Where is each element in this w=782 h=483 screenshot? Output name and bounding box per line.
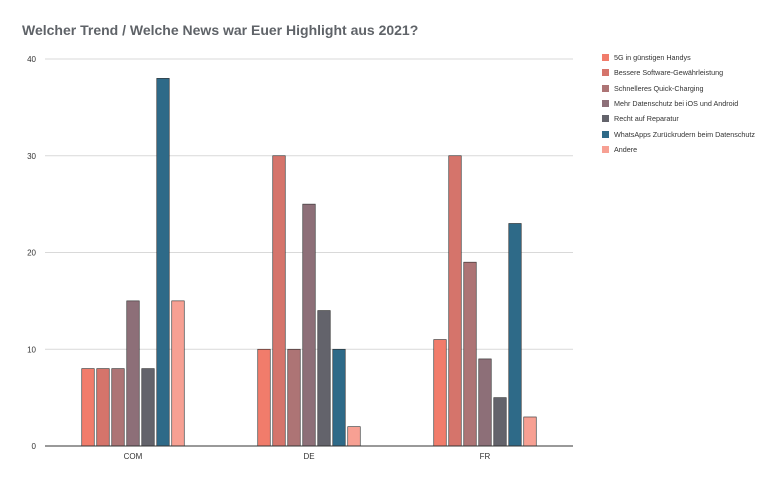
bar [317,310,331,447]
legend-item: Mehr Datenschutz bei iOS und Android [602,96,755,111]
y-tick-label: 30 [27,152,36,161]
bar [111,368,125,447]
bar [287,348,301,447]
legend-item: Andere [602,142,755,157]
legend: 5G in günstigen Handys Bessere Software-G… [602,50,755,157]
legend-label: Recht auf Reparatur [614,114,679,124]
legend-item: 5G in günstigen Handys [602,50,755,65]
y-tick-label: 0 [32,442,37,451]
legend-item: Bessere Software-Gewährleistung [602,65,755,80]
legend-label: Mehr Datenschutz bei iOS und Android [614,99,739,109]
bar [478,358,492,447]
legend-item: Recht auf Reparatur [602,111,755,126]
legend-swatch [602,54,609,62]
bar [347,426,361,447]
bar [126,300,140,447]
legend-label: 5G in günstigen Handys [614,53,691,63]
bar [493,397,507,447]
bars [81,78,537,447]
legend-item: Schnelleres Quick-Charging [602,81,755,96]
y-tick-label: 10 [27,345,36,354]
x-axis: COM DE FR [45,445,573,461]
chart-title: Welcher Trend / Welche News war Euer Hig… [22,22,419,38]
bar [96,368,110,447]
y-tick-label: 20 [27,249,36,258]
bar [141,368,155,447]
legend-swatch [602,115,609,123]
bar [523,416,537,447]
bar [171,300,185,447]
legend-swatch [602,130,609,138]
legend-swatch [602,69,609,77]
bar [302,203,316,447]
bar [508,223,522,447]
y-axis-ticks: 0 10 20 30 40 [27,55,36,451]
y-tick-label: 40 [27,55,36,64]
bar [156,78,170,447]
legend-item: WhatsApps Zurückrudern beim Datenschutz [602,126,755,141]
legend-label: Andere [614,144,638,154]
bar [81,368,95,447]
bar [433,339,447,447]
x-category-label: COM [124,452,143,461]
legend-swatch [602,84,609,92]
x-category-label: DE [303,452,314,461]
bar [272,155,286,447]
legend-label: Schnelleres Quick-Charging [614,83,704,93]
bar [448,155,462,447]
legend-label: WhatsApps Zurückrudern beim Datenschutz [614,129,756,139]
legend-swatch [602,100,609,108]
x-category-label: FR [480,452,491,461]
legend-label: Bessere Software-Gewährleistung [614,68,724,78]
bar [463,261,477,447]
bar [257,348,271,447]
bar [332,348,346,447]
legend-swatch [602,145,609,153]
